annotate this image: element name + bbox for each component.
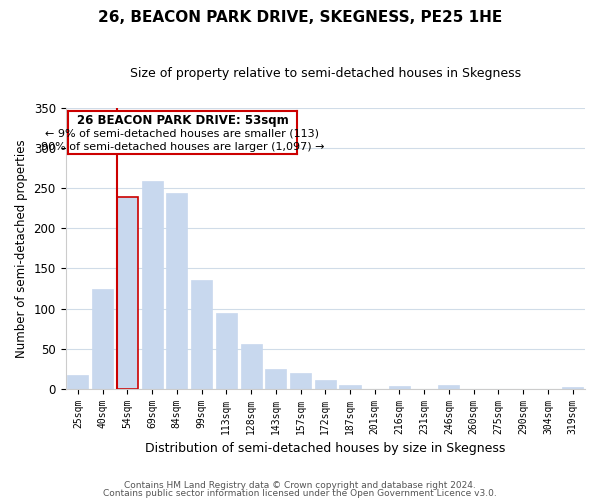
Text: 26, BEACON PARK DRIVE, SKEGNESS, PE25 1HE: 26, BEACON PARK DRIVE, SKEGNESS, PE25 1H… [98, 10, 502, 25]
Bar [92, 290, 113, 388]
Bar [117, 197, 138, 388]
Bar [216, 314, 237, 388]
Bar [290, 372, 311, 388]
Bar [142, 181, 163, 388]
Title: Size of property relative to semi-detached houses in Skegness: Size of property relative to semi-detach… [130, 68, 521, 80]
Bar [562, 387, 583, 388]
Bar [315, 380, 336, 388]
Bar [340, 384, 361, 388]
Bar [265, 368, 286, 388]
Bar [389, 386, 410, 388]
Y-axis label: Number of semi-detached properties: Number of semi-detached properties [15, 139, 28, 358]
Bar [241, 344, 262, 389]
Text: Contains public sector information licensed under the Open Government Licence v3: Contains public sector information licen… [103, 488, 497, 498]
X-axis label: Distribution of semi-detached houses by size in Skegness: Distribution of semi-detached houses by … [145, 442, 505, 455]
Bar [166, 193, 187, 388]
Bar [439, 384, 460, 388]
Bar [191, 280, 212, 388]
Bar [67, 375, 88, 388]
Text: Contains HM Land Registry data © Crown copyright and database right 2024.: Contains HM Land Registry data © Crown c… [124, 481, 476, 490]
